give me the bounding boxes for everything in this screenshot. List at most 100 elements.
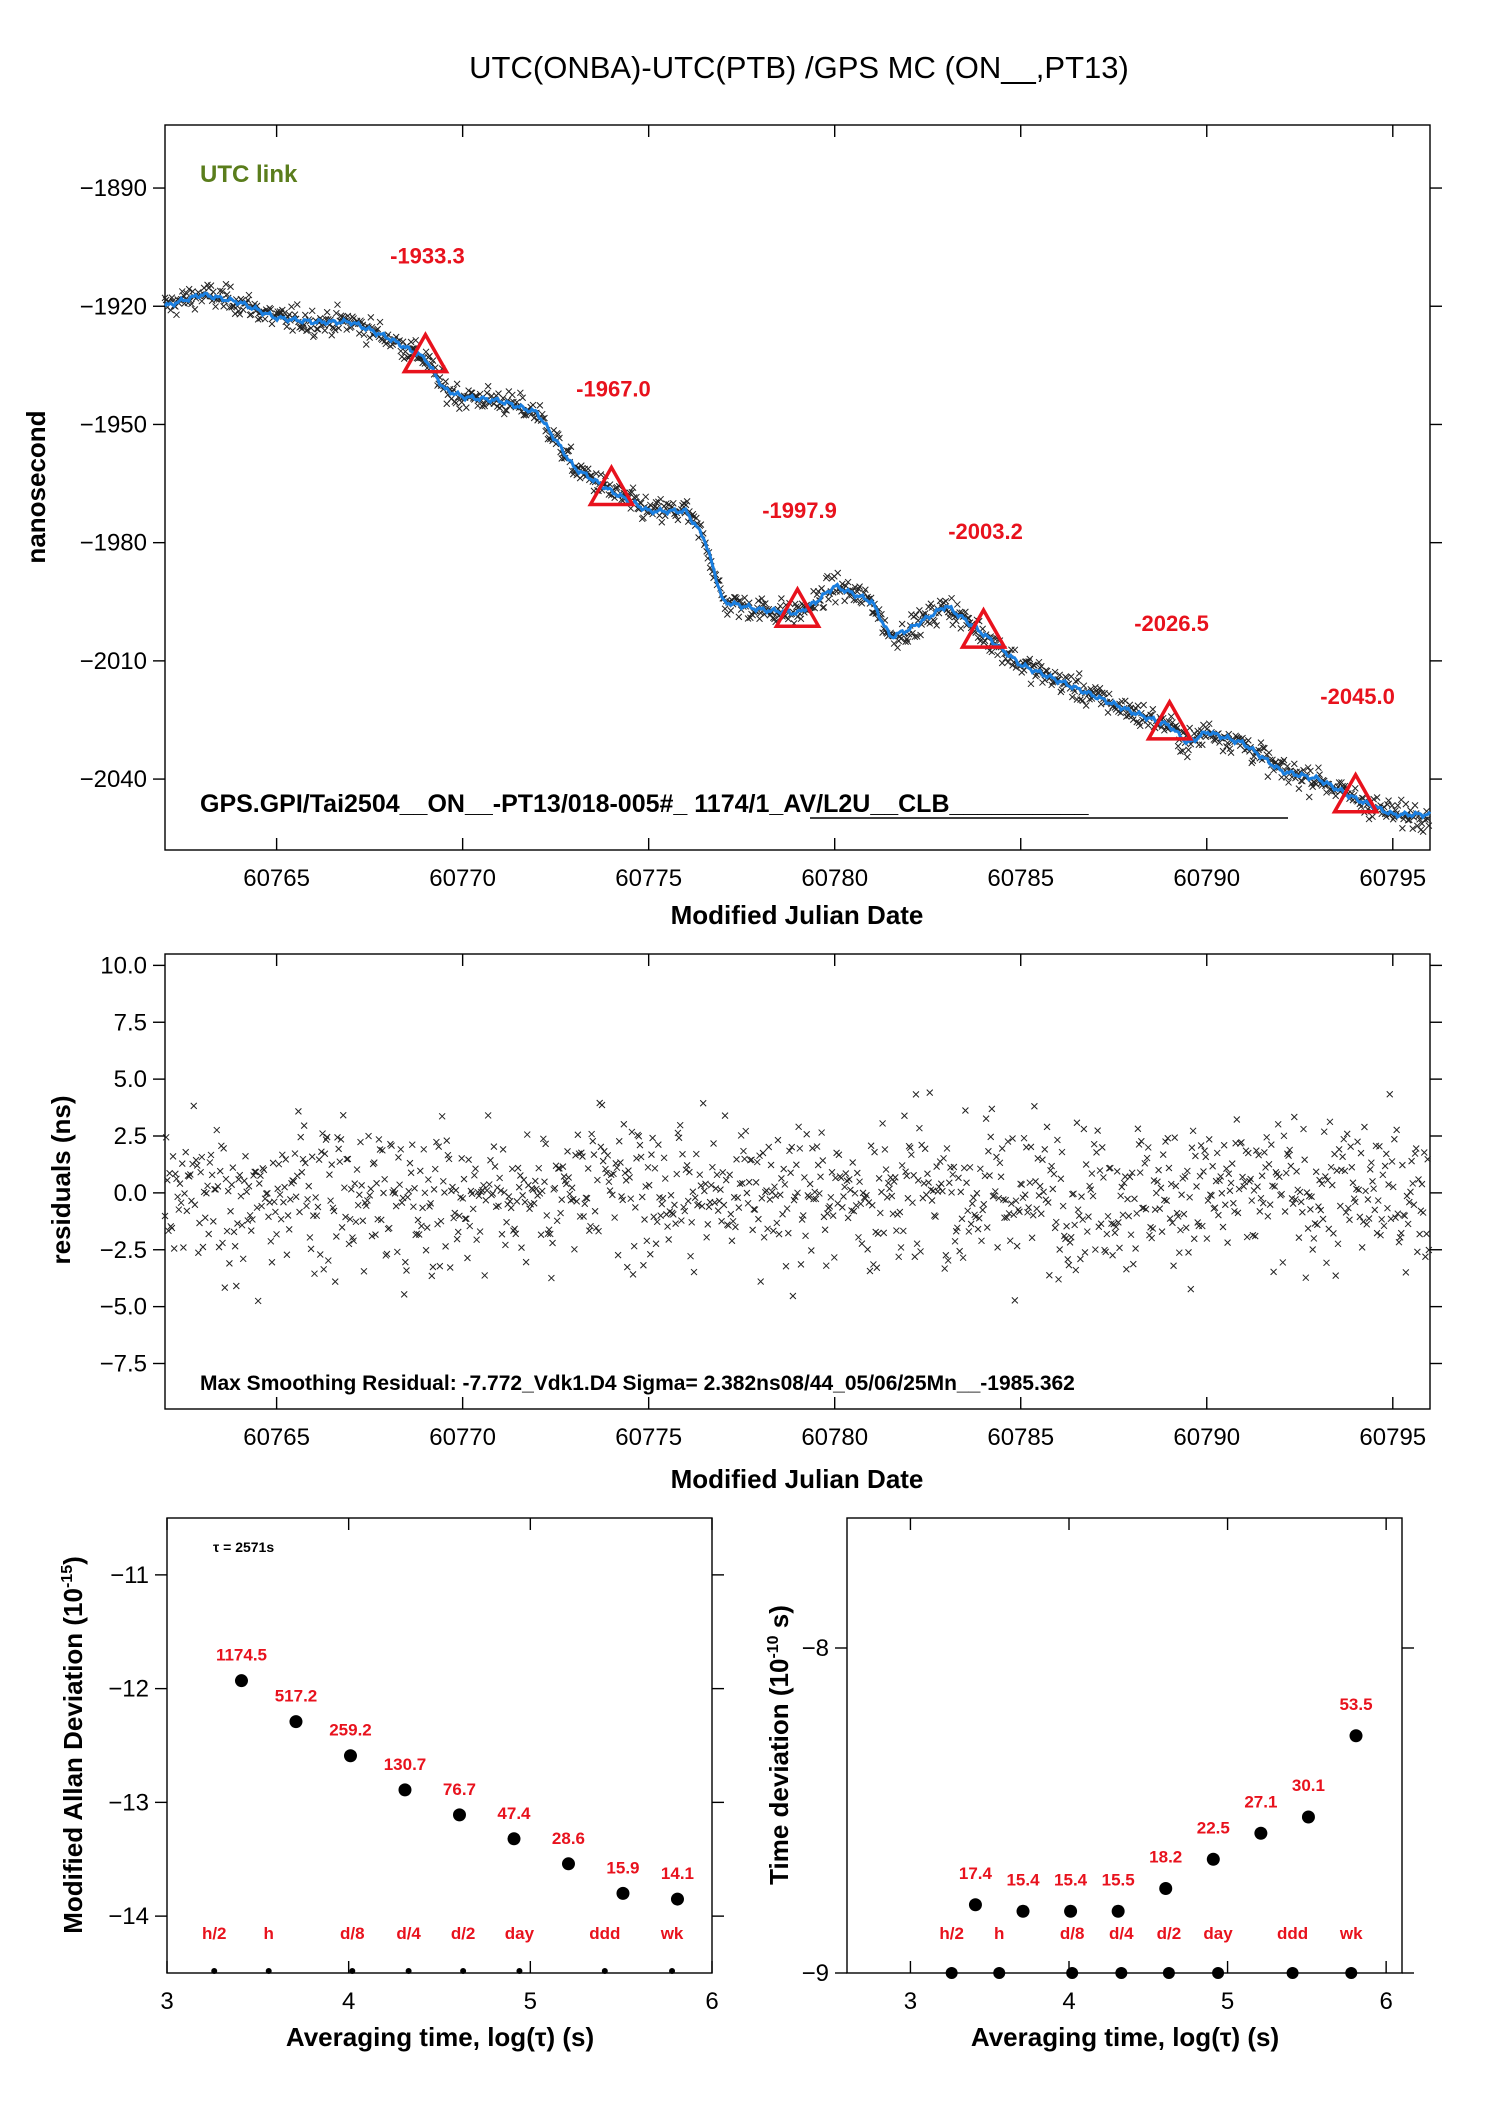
main-data-point	[1056, 671, 1064, 679]
residual-point	[1028, 1234, 1036, 1242]
residual-point	[1008, 1200, 1015, 1207]
main-data-point	[1307, 767, 1314, 775]
main-data-point	[207, 282, 215, 289]
residual-point	[312, 1194, 320, 1201]
residual-point	[1004, 1138, 1012, 1145]
mdev-point	[507, 1832, 521, 1846]
residual-point	[901, 1112, 908, 1120]
residual-point	[890, 1178, 898, 1185]
residual-point	[1244, 1149, 1252, 1157]
residual-point	[1226, 1187, 1234, 1195]
mdev-plot: 3 4 5 6 −14 −13 −12 −11 1174.5 517.2 259.2 130.7 76…	[58, 1517, 724, 2052]
residual-point	[583, 1194, 591, 1202]
main-data-point	[994, 651, 1001, 659]
residual-point	[610, 1170, 617, 1178]
residual-point	[784, 1229, 792, 1237]
residual-point	[1296, 1188, 1304, 1196]
tdev-ref-label: h/2	[939, 1924, 964, 1943]
main-data-point	[1205, 720, 1213, 728]
mdev-point-label: 47.4	[497, 1804, 531, 1823]
residual-point	[1366, 1166, 1374, 1173]
residual-point	[1202, 1153, 1210, 1161]
residual-point	[726, 1171, 734, 1179]
residual-point	[1369, 1178, 1376, 1185]
residual-point	[933, 1163, 941, 1171]
residual-point	[492, 1203, 500, 1211]
residual-point	[206, 1159, 214, 1166]
main-data-point	[962, 608, 969, 616]
residual-point	[1174, 1213, 1182, 1220]
residual-point	[1358, 1244, 1366, 1251]
residual-point	[240, 1177, 248, 1185]
residual-point	[1148, 1234, 1156, 1242]
residual-point	[1422, 1253, 1429, 1261]
residual-point	[328, 1161, 336, 1168]
main-data-point	[822, 574, 830, 582]
main-data-point	[1394, 802, 1402, 809]
residual-point	[696, 1171, 704, 1179]
residual-point	[226, 1260, 233, 1267]
main-xtick-label: 60775	[615, 865, 682, 892]
residual-point	[1292, 1195, 1299, 1203]
mdev-point	[616, 1886, 630, 1900]
marker-value-label: -1997.9	[762, 498, 837, 523]
main-data-point	[761, 600, 769, 607]
residual-point	[729, 1217, 737, 1225]
residual-point	[742, 1127, 750, 1135]
residuals-plot: 60765 60770 60775 60780 60785 60790 60795 −7.5 −…	[46, 952, 1442, 1494]
residual-point	[175, 1206, 183, 1213]
tdev-y-label-sup: -10	[765, 1635, 782, 1658]
residual-point	[658, 1200, 666, 1208]
residual-point	[420, 1145, 428, 1153]
residual-point	[807, 1247, 815, 1254]
residual-point	[806, 1180, 814, 1188]
mdev-point	[343, 1749, 357, 1763]
residual-point	[1050, 1170, 1058, 1178]
residual-point	[277, 1215, 285, 1223]
main-data-point	[755, 597, 762, 605]
tdev-point	[1064, 1904, 1078, 1918]
residual-point	[1413, 1248, 1421, 1256]
residuals-axes: 60765 60770 60775 60780 60785 60790 60795 −7.5 −…	[100, 952, 1442, 1451]
residual-point	[1424, 1155, 1432, 1163]
residual-point	[960, 1164, 968, 1172]
residual-point	[692, 1150, 700, 1158]
residual-point	[1190, 1235, 1198, 1243]
residual-point	[850, 1207, 858, 1215]
main-data-point	[1388, 802, 1396, 810]
residual-point	[660, 1154, 668, 1162]
residual-point	[818, 1129, 826, 1136]
main-data-point	[658, 518, 666, 526]
residual-point	[433, 1138, 440, 1146]
residual-point	[1159, 1151, 1167, 1158]
residual-point	[847, 1186, 854, 1194]
main-data-point	[1031, 662, 1038, 669]
residual-point	[971, 1211, 978, 1219]
mdev-xtick-label: 4	[342, 1988, 355, 2015]
main-data-point	[178, 288, 186, 295]
main-data-point	[1035, 658, 1043, 666]
residual-point	[953, 1224, 961, 1232]
residual-point	[1078, 1193, 1085, 1200]
residual-point	[207, 1151, 215, 1159]
mdev-ref-label: d/8	[340, 1924, 365, 1943]
residual-point	[254, 1297, 262, 1305]
residuals-xtick-label: 60785	[987, 1424, 1054, 1451]
residual-point	[1048, 1162, 1056, 1170]
residual-point	[1182, 1224, 1190, 1232]
residual-point	[239, 1255, 247, 1263]
residual-point	[285, 1226, 293, 1233]
residual-point	[630, 1242, 638, 1250]
residual-point	[709, 1163, 716, 1171]
main-data-point	[226, 304, 233, 311]
residual-point	[531, 1177, 539, 1185]
residual-point	[835, 1151, 843, 1159]
residual-point	[744, 1199, 752, 1207]
residual-point	[388, 1142, 395, 1149]
residual-point	[243, 1188, 251, 1196]
residual-point	[1031, 1102, 1038, 1110]
residual-point	[1089, 1192, 1097, 1200]
residual-point	[1364, 1196, 1372, 1203]
triangle-marker	[1331, 771, 1380, 814]
main-data-point	[484, 382, 492, 390]
